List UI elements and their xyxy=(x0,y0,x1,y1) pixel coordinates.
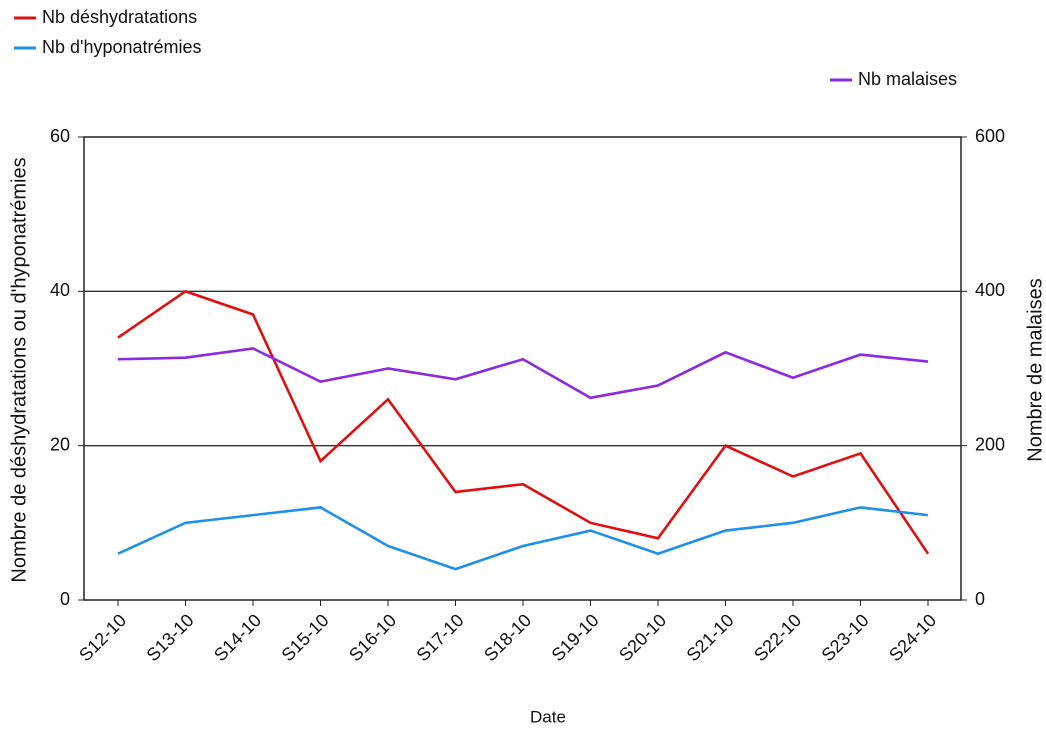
x-tick-label: S16-10 xyxy=(345,610,400,665)
y-tick-label: 20 xyxy=(50,434,70,454)
series-line xyxy=(117,289,930,555)
plot-frame xyxy=(83,136,962,601)
y-tick-label: 0 xyxy=(60,589,70,609)
y-tick-label: 60 xyxy=(50,126,70,146)
legend-label: Nb d'hyponatrémies xyxy=(42,37,202,57)
x-tick-label: S20-10 xyxy=(615,610,670,665)
x-tick-label: S22-10 xyxy=(750,610,805,665)
x-tick-label: S15-10 xyxy=(277,610,332,665)
y-axis-label: Nombre de déshydratations ou d'hyponatré… xyxy=(8,157,30,582)
series-line xyxy=(117,347,929,400)
x-tick-label: S24-10 xyxy=(885,610,940,665)
y-tick-label: 40 xyxy=(50,280,70,300)
y2-axis-label: Nombre de malaises xyxy=(1024,278,1046,461)
x-tick-label: S14-10 xyxy=(210,610,265,665)
x-tick-label: S21-10 xyxy=(682,610,737,665)
y2-tick-label: 600 xyxy=(975,126,1005,146)
y2-tick-label: 400 xyxy=(975,280,1005,300)
x-tick-label: S18-10 xyxy=(480,610,535,665)
series-line xyxy=(117,506,929,571)
legend-label: Nb malaises xyxy=(858,69,957,89)
x-tick-label: S19-10 xyxy=(547,610,602,665)
y2-tick-label: 200 xyxy=(975,434,1005,454)
y2-tick-label: 0 xyxy=(975,589,985,609)
x-tick-label: S23-10 xyxy=(817,610,872,665)
legend-label: Nb déshydratations xyxy=(42,7,197,27)
x-axis-label: Date xyxy=(530,707,566,726)
x-tick-label: S17-10 xyxy=(412,610,467,665)
x-tick-label: S12-10 xyxy=(75,610,130,665)
x-tick-label: S13-10 xyxy=(142,610,197,665)
